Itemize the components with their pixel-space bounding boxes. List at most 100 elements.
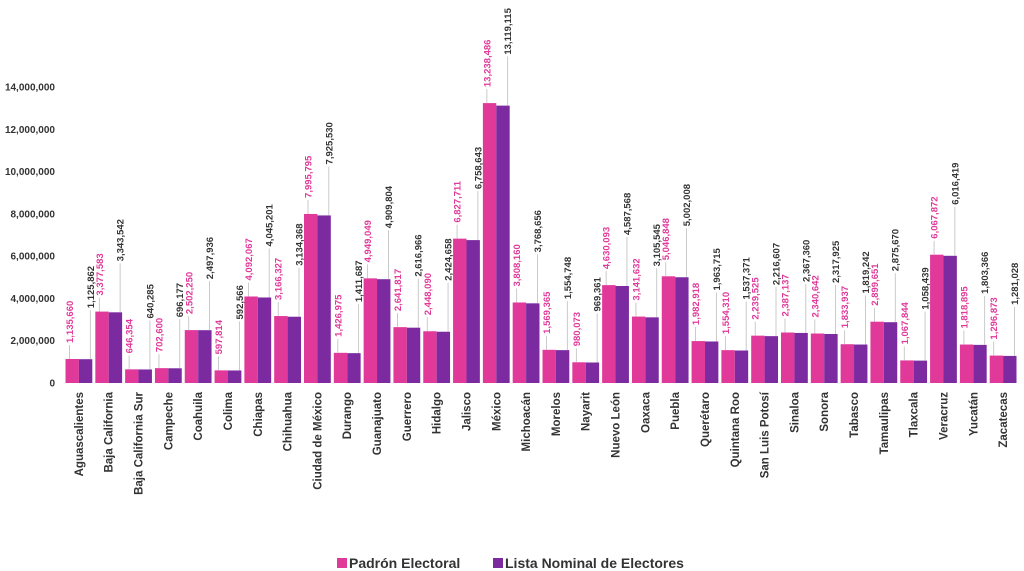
- category-label: Morelos: [551, 392, 563, 436]
- category-label: Sonora: [819, 391, 831, 431]
- y-tick-label: 10,000,000: [5, 167, 55, 178]
- bar-lista: [347, 353, 361, 383]
- y-tick-label: 2,000,000: [11, 336, 56, 347]
- bar-lista: [227, 370, 242, 383]
- data-label-lista: 969,361: [593, 276, 604, 311]
- bar-padron: [661, 276, 676, 383]
- data-label-lista: 1,537,371: [742, 257, 753, 300]
- bar-lista: [913, 360, 928, 383]
- bar-padron: [751, 335, 765, 383]
- category-label: Tlaxcala: [909, 391, 921, 437]
- data-label-lista: 1,554,748: [563, 257, 574, 299]
- data-label-padron: 2,448,090: [423, 273, 434, 315]
- bar-lista: [675, 277, 689, 383]
- data-label-lista: 4,909,804: [384, 185, 395, 228]
- category-label: Jalisco: [461, 392, 473, 431]
- data-label-lista: 2,875,670: [891, 229, 902, 271]
- data-label-padron: 2,387,137: [781, 274, 792, 316]
- data-label-padron: 6,827,711: [453, 180, 464, 222]
- bar-padron: [393, 327, 407, 383]
- category-label: Hidalgo: [432, 392, 444, 434]
- data-label-padron: 1,296,873: [989, 297, 1000, 339]
- bars: [65, 103, 1017, 384]
- bar-lista: [794, 332, 808, 383]
- bar-lista: [854, 344, 868, 383]
- data-label-padron: 1,554,310: [721, 292, 732, 334]
- y-tick-label: 14,000,000: [5, 83, 55, 94]
- data-label-padron: 1,818,895: [959, 286, 970, 329]
- data-label-lista: 3,768,656: [533, 210, 544, 252]
- data-label-lista: 3,105,545: [652, 223, 663, 266]
- bar-padron: [95, 311, 109, 383]
- data-label-padron: 7,995,795: [304, 155, 315, 198]
- data-label-padron: 4,949,049: [363, 220, 374, 262]
- category-label: Tamaulipas: [879, 392, 891, 454]
- data-label-lista: 696,177: [175, 283, 186, 317]
- bar-padron: [810, 333, 825, 383]
- bar-lista: [764, 336, 778, 383]
- bar-padron: [184, 330, 199, 383]
- bar-lista: [198, 330, 212, 383]
- bar-lista: [496, 105, 510, 384]
- bar-padron: [453, 238, 467, 383]
- y-tick-label: 0: [49, 379, 55, 390]
- bar-padron: [602, 285, 616, 383]
- bar-lista: [168, 368, 182, 383]
- category-label: México: [491, 392, 503, 431]
- category-label: Querétaro: [700, 392, 712, 447]
- data-label-lista: 3,343,542: [116, 219, 127, 261]
- bar-lista: [585, 362, 600, 383]
- category-label: Yucatán: [968, 392, 980, 436]
- bar-padron: [900, 360, 914, 383]
- legend-swatch-lista: [493, 558, 503, 568]
- bar-lista: [555, 350, 570, 383]
- data-label-lista: 13,119,115: [503, 7, 514, 54]
- category-label: Puebla: [670, 391, 682, 429]
- bar-padron: [154, 368, 169, 383]
- data-label-padron: 1,426,975: [333, 294, 344, 337]
- bar-padron: [274, 316, 288, 383]
- bar-padron: [214, 370, 228, 383]
- category-label: Zacatecas: [998, 392, 1010, 448]
- data-label-lista: 2,367,360: [801, 240, 812, 282]
- category-label: Guerrero: [402, 392, 414, 441]
- category-label: Nayarit: [581, 392, 593, 431]
- bar-padron: [989, 355, 1004, 383]
- y-axis: 0 2,000,000 4,000,000 6,000,000 8,000,000 10,…: [5, 83, 56, 390]
- data-label-padron: 3,808,160: [512, 244, 523, 286]
- data-label-lista: 4,045,201: [265, 203, 276, 246]
- category-label: Sinaloa: [789, 391, 801, 433]
- bar-padron: [959, 344, 974, 383]
- bar-padron: [572, 362, 586, 383]
- category-label: Nuevo León: [611, 392, 623, 458]
- bar-padron: [512, 302, 527, 383]
- bar-lista: [883, 322, 898, 383]
- bar-lista: [108, 312, 123, 383]
- data-label-padron: 1,833,937: [840, 286, 851, 328]
- data-label-lista: 4,587,568: [622, 193, 633, 235]
- data-label-padron: 4,630,093: [602, 227, 613, 269]
- bar-padron: [781, 332, 795, 383]
- bar-padron: [930, 254, 944, 383]
- y-tick-label: 12,000,000: [5, 125, 55, 136]
- bar-lista: [138, 369, 152, 383]
- data-label-lista: 6,016,419: [950, 163, 961, 205]
- data-label-lista: 2,216,607: [771, 243, 782, 285]
- category-label: San Luis Potosí: [760, 391, 772, 478]
- data-label-lista: 1,058,439: [921, 267, 932, 309]
- data-label-lista: 2,424,658: [444, 238, 455, 280]
- data-label-padron: 646,354: [125, 318, 136, 353]
- data-label-padron: 1,135,660: [65, 301, 76, 343]
- bar-padron: [870, 321, 884, 383]
- data-label-padron: 3,141,632: [631, 258, 642, 300]
- bar-padron: [631, 316, 646, 383]
- bar-padron: [840, 344, 855, 383]
- data-label-padron: 2,641,817: [393, 269, 404, 311]
- bar-padron: [423, 331, 437, 383]
- data-label-lista: 2,497,936: [205, 237, 216, 279]
- bar-lista: [973, 344, 987, 383]
- data-label-padron: 1,067,844: [900, 301, 911, 344]
- data-label-padron: 980,073: [572, 312, 583, 346]
- category-label: Chiapas: [253, 392, 265, 437]
- data-label-padron: 702,600: [154, 318, 165, 352]
